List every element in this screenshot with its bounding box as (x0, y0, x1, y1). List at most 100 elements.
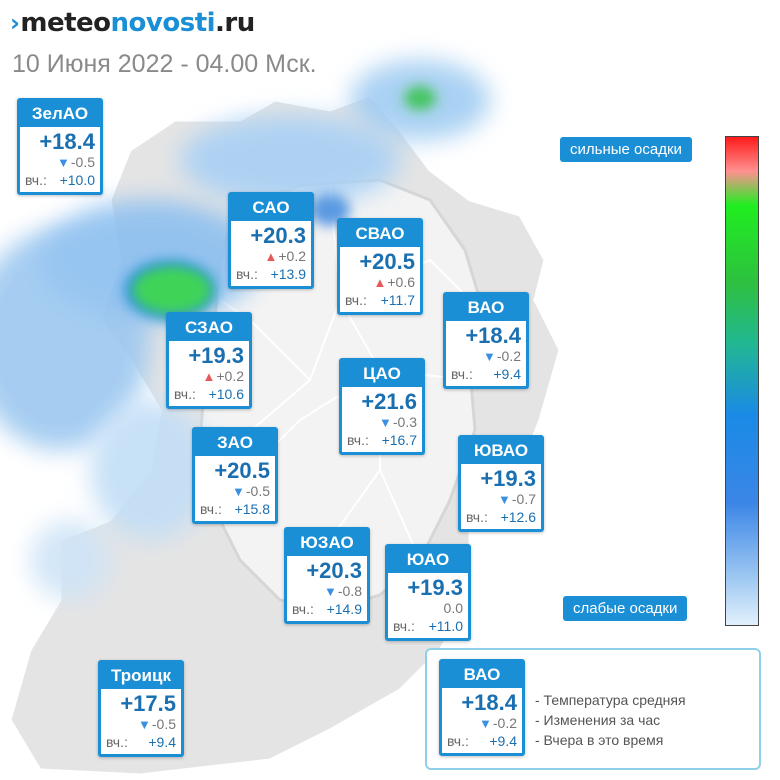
district-card-troitsk[interactable]: Троицк +17.5 ▼-0.5 вч.: +9.4 (98, 660, 184, 757)
district-card-vao[interactable]: ВАО +18.4 ▼-0.2 вч.: +9.4 (443, 292, 529, 389)
district-card-zao[interactable]: ЗАО +20.5 ▼-0.5 вч.: +15.8 (192, 427, 278, 524)
report-datetime: 10 Июня 2022 - 04.00 Мск. (12, 50, 317, 78)
district-name: Троицк (101, 663, 181, 689)
district-yesterday: вч.: +16.7 (342, 431, 422, 452)
district-card-sao[interactable]: САО +20.3 ▲+0.2 вч.: +13.9 (228, 192, 314, 289)
yesterday-value: +14.9 (326, 601, 362, 617)
yesterday-label: вч.: (292, 601, 314, 617)
district-name: САО (231, 195, 311, 221)
district-temperature: +18.4 (461, 690, 517, 715)
district-hourly-change: ▲+0.2 (169, 368, 249, 385)
yesterday-value: +11.7 (380, 292, 415, 308)
district-name: ЮАО (388, 547, 468, 573)
district-yesterday: вч.: +13.9 (231, 265, 311, 286)
yesterday-value: +10.0 (59, 172, 95, 188)
legend-descriptions: - Температура средняя - Изменения за час… (535, 690, 686, 750)
district-name: ЗелАО (20, 101, 100, 127)
district-card-yuvao[interactable]: ЮВАО +19.3 ▼-0.7 вч.: +12.6 (458, 435, 544, 532)
change-value: +0.2 (216, 368, 244, 384)
district-card-cao[interactable]: ЦАО +21.6 ▼-0.3 вч.: +16.7 (339, 358, 425, 455)
yesterday-label: вч.: (174, 386, 196, 402)
district-yesterday: вч.: +12.6 (461, 508, 541, 529)
change-value: -0.3 (392, 414, 417, 430)
district-yesterday: вч.: +11.0 (388, 617, 468, 638)
district-temperature: +19.3 (188, 343, 244, 368)
district-card-szao[interactable]: СЗАО +19.3 ▲+0.2 вч.: +10.6 (166, 312, 252, 409)
change-value: -0.2 (496, 348, 521, 364)
district-temperature: +20.3 (250, 223, 306, 248)
change-value: -0.8 (337, 583, 362, 599)
district-yesterday: вч.: +10.6 (169, 385, 249, 406)
change-value: -0.5 (245, 483, 270, 499)
trend-arrow-icon: ▲ (202, 369, 216, 384)
precipitation-overlay (0, 60, 490, 600)
district-hourly-change: ▼-0.5 (20, 154, 100, 171)
yesterday-value: +9.4 (493, 366, 521, 382)
district-hourly-change: ▼-0.3 (342, 414, 422, 431)
district-name: СВАО (340, 221, 420, 247)
yesterday-value: +11.0 (428, 618, 463, 634)
yesterday-value: +16.7 (381, 432, 417, 448)
trend-arrow-icon: ▼ (324, 584, 337, 599)
trend-arrow-icon: ▼ (57, 155, 70, 170)
district-hourly-change: ▼-0.7 (461, 491, 541, 508)
legend-sample-card: ВАО +18.4 ▼-0.2 вч.: +9.4 (439, 659, 525, 756)
yesterday-label: вч.: (466, 509, 488, 525)
district-hourly-change: ▼-0.8 (287, 583, 367, 600)
legend-line-temperature: - Температура средняя (535, 692, 686, 708)
site-logo[interactable]: ›meteonovosti.ru (10, 8, 255, 38)
district-yesterday: вч.: +9.4 (446, 365, 526, 386)
district-yesterday: вч.: +10.0 (20, 171, 100, 192)
trend-arrow-icon: ▼ (232, 484, 245, 499)
yesterday-label: вч.: (451, 366, 473, 382)
district-yesterday: вч.: +14.9 (287, 600, 367, 621)
logo-text-meteo: meteo (20, 8, 111, 38)
trend-arrow-icon: ▲ (373, 275, 387, 290)
logo-text-novosti: novosti (110, 8, 216, 38)
yesterday-value: +10.6 (208, 386, 244, 402)
yesterday-value: +12.6 (500, 509, 536, 525)
yesterday-value: +9.4 (148, 734, 176, 750)
district-hourly-change: 0.0 (388, 600, 468, 617)
district-name: ЮЗАО (287, 530, 367, 556)
scale-label-light: слабые осадки (563, 596, 688, 621)
district-card-yuao[interactable]: ЮАО +19.3 0.0 вч.: +11.0 (385, 544, 471, 641)
district-hourly-change: ▼-0.5 (195, 483, 275, 500)
district-name: ВАО (442, 662, 522, 688)
legend-line-yesterday: - Вчера в это время (535, 732, 664, 748)
yesterday-value: +13.9 (270, 266, 306, 282)
district-card-zelao[interactable]: ЗелАО +18.4 ▼-0.5 вч.: +10.0 (17, 98, 103, 195)
district-name: ЮВАО (461, 438, 541, 464)
change-value: 0.0 (443, 600, 463, 616)
yesterday-value: +15.8 (234, 501, 270, 517)
yesterday-label: вч.: (25, 172, 47, 188)
district-hourly-change: ▼-0.2 (446, 348, 526, 365)
district-yesterday: вч.: +11.7 (340, 291, 420, 312)
district-hourly-change: ▼-0.2 (442, 715, 522, 732)
change-value: +0.6 (387, 274, 415, 290)
yesterday-label: вч.: (236, 266, 258, 282)
district-hourly-change: ▼-0.5 (101, 716, 181, 733)
yesterday-label: вч.: (447, 733, 469, 749)
trend-arrow-icon: ▲ (264, 249, 278, 264)
change-value: +0.2 (278, 248, 306, 264)
trend-arrow-icon: ▼ (479, 716, 492, 731)
district-temperature: +21.6 (361, 389, 417, 414)
district-name: ЦАО (342, 361, 422, 387)
yesterday-label: вч.: (393, 618, 415, 634)
district-card-svao[interactable]: СВАО +20.5 ▲+0.6 вч.: +11.7 (337, 218, 423, 315)
yesterday-label: вч.: (345, 292, 367, 308)
district-name: ЗАО (195, 430, 275, 456)
logo-text-domain: .ru (215, 8, 255, 38)
district-card-yuzao[interactable]: ЮЗАО +20.3 ▼-0.8 вч.: +14.9 (284, 527, 370, 624)
change-value: -0.5 (70, 154, 95, 170)
scale-label-heavy: сильные осадки (560, 137, 692, 162)
change-value: -0.5 (151, 716, 176, 732)
district-yesterday: вч.: +9.4 (101, 733, 181, 754)
trend-arrow-icon: ▼ (483, 349, 496, 364)
change-value: -0.2 (492, 715, 517, 731)
change-value: -0.7 (511, 491, 536, 507)
precipitation-scale-bar (725, 136, 759, 626)
yesterday-value: +9.4 (489, 733, 517, 749)
district-temperature: +18.4 (465, 323, 521, 348)
